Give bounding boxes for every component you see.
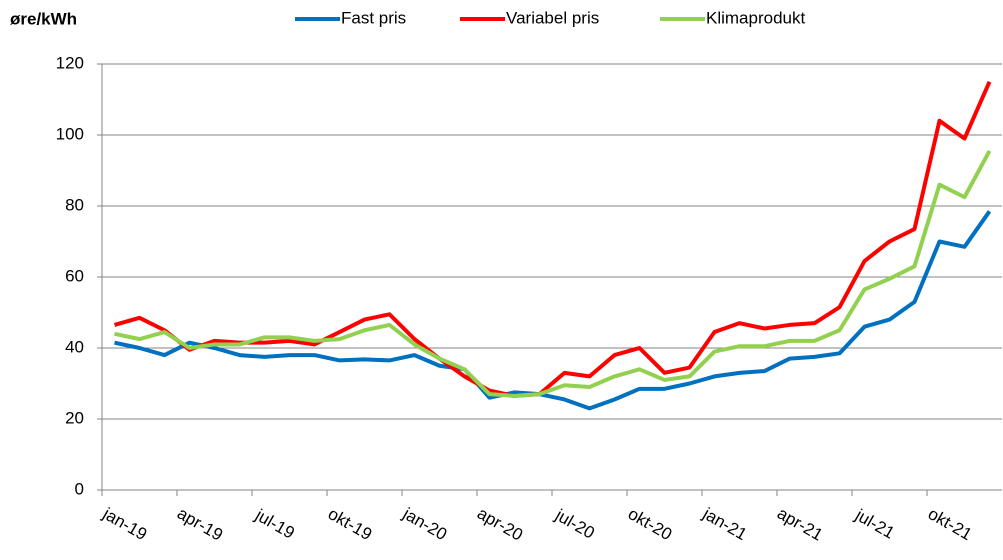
y-axis-label: øre/kWh (10, 9, 77, 28)
x-tick-label: apr-19 (174, 504, 226, 545)
legend-label: Fast pris (341, 8, 406, 27)
x-tick-label: jan-21 (699, 504, 750, 545)
x-tick-label: jul-20 (551, 505, 597, 543)
legend-label: Variabel pris (506, 8, 599, 27)
y-tick-label: 60 (65, 266, 84, 285)
series-line (114, 210, 992, 411)
series-line (113, 80, 992, 398)
x-tick-label: jul-19 (251, 505, 297, 543)
y-tick-label: 20 (65, 408, 84, 427)
y-tick-label: 120 (56, 53, 84, 72)
x-tick-label: apr-20 (474, 504, 526, 545)
y-tick-label: 80 (65, 195, 84, 214)
series-line (114, 150, 992, 398)
x-tick-label: okt-21 (925, 504, 975, 544)
x-tick-label: jan-20 (399, 504, 450, 545)
x-tick-label: okt-19 (325, 504, 375, 544)
legend-label: Klimaprodukt (706, 8, 805, 27)
x-tick-label: okt-20 (625, 504, 675, 544)
y-tick-label: 40 (65, 337, 84, 356)
y-tick-label: 100 (56, 124, 84, 143)
x-tick-label: apr-21 (774, 504, 826, 545)
x-tick-label: jan-19 (99, 504, 150, 545)
x-tick-label: jul-21 (851, 505, 897, 543)
y-tick-label: 0 (75, 479, 84, 498)
